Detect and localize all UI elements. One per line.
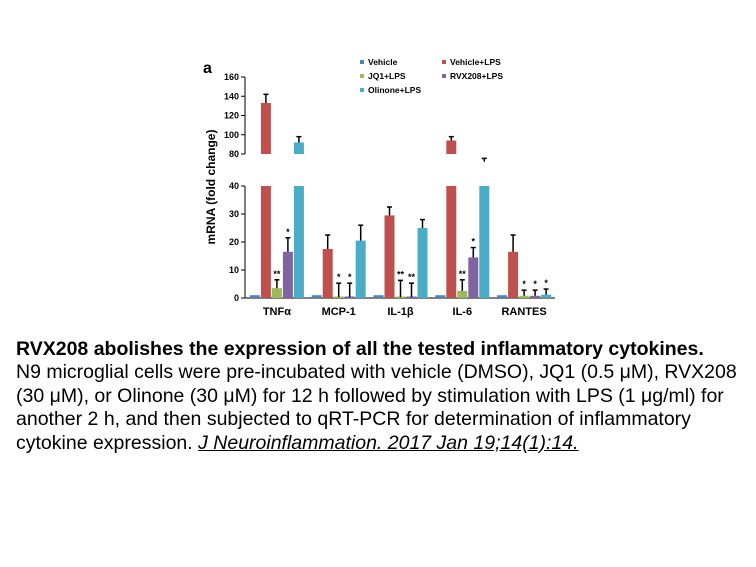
bar xyxy=(344,296,355,298)
bar xyxy=(249,295,260,298)
bar xyxy=(293,186,304,298)
caption-text: N9 microglial cells were pre-incubated w… xyxy=(16,361,737,454)
bar xyxy=(293,142,304,154)
legend-swatch xyxy=(360,88,364,92)
bar xyxy=(446,140,457,154)
caption-title: RVX208 abolishes the expression of all t… xyxy=(16,338,704,360)
y-upper-tick-label: 160 xyxy=(224,72,239,82)
bar xyxy=(282,251,293,298)
bar xyxy=(271,288,282,298)
y-lower-tick-label: 0 xyxy=(234,293,239,303)
significance-label: ** xyxy=(397,269,405,279)
y-lower-tick-label: 20 xyxy=(229,237,239,247)
bar xyxy=(479,186,490,298)
legend-label: Olinone+LPS xyxy=(368,85,421,95)
bar xyxy=(508,251,519,298)
bar xyxy=(260,186,271,298)
panel-label: a xyxy=(203,60,212,77)
bar xyxy=(417,228,428,298)
y-lower-tick-label: 10 xyxy=(229,265,239,275)
bar xyxy=(395,296,406,298)
figure-caption: RVX208 abolishes the expression of all t… xyxy=(16,338,744,455)
bar xyxy=(457,291,468,298)
bar xyxy=(530,295,541,298)
legend-swatch xyxy=(442,74,446,78)
bar-chart: a mRNA (fold change) 80 100 120 140 160 0 10 20… xyxy=(203,57,555,318)
caption-body: N9 microglial cells were pre-incubated w… xyxy=(16,361,744,455)
bar xyxy=(541,294,552,298)
chart-legend: Vehicle Vehicle+LPS JQ1+LPS RVX208+LPS Olino… xyxy=(360,57,503,95)
legend-label: JQ1+LPS xyxy=(368,71,406,81)
significance-label: * xyxy=(286,227,290,237)
legend-swatch xyxy=(442,60,446,64)
bar xyxy=(435,295,446,298)
x-tick-label: MCP-1 xyxy=(322,306,356,318)
bar xyxy=(446,186,457,298)
x-tick-label: IL-1β xyxy=(387,306,414,318)
significance-label: ** xyxy=(273,269,281,279)
bar xyxy=(519,295,530,298)
bar xyxy=(311,295,322,298)
legend-label: Vehicle xyxy=(368,57,398,67)
y-upper-tick-label: 140 xyxy=(224,91,239,101)
significance-label: * xyxy=(472,237,476,247)
bar xyxy=(260,102,271,154)
y-axis-label: mRNA (fold change) xyxy=(204,130,218,245)
bar xyxy=(373,295,384,298)
significance-label: ** xyxy=(408,272,416,282)
bar xyxy=(322,249,333,298)
y-lower-tick-label: 40 xyxy=(229,181,239,191)
bar xyxy=(406,296,417,298)
significance-label: * xyxy=(522,279,526,289)
y-lower-tick-label: 30 xyxy=(229,209,239,219)
significance-label: * xyxy=(544,278,548,288)
bar xyxy=(333,296,344,298)
bar xyxy=(355,240,366,298)
citation-link[interactable]: J Neuroinflammation. 2017 Jan 19;14(1):1… xyxy=(198,431,579,454)
y-upper-tick-label: 80 xyxy=(229,149,239,159)
bar xyxy=(497,295,508,298)
significance-label: * xyxy=(348,272,352,282)
bar xyxy=(384,215,395,298)
x-tick-label: RANTES xyxy=(501,306,546,318)
legend-label: Vehicle+LPS xyxy=(450,57,501,67)
significance-label: ** xyxy=(459,269,467,279)
y-upper-tick-label: 100 xyxy=(224,130,239,140)
legend-swatch xyxy=(360,60,364,64)
y-upper-tick-label: 120 xyxy=(224,111,239,121)
significance-label: * xyxy=(533,279,537,289)
legend-swatch xyxy=(360,74,364,78)
x-tick-label: TNFα xyxy=(263,306,291,318)
significance-label: * xyxy=(337,272,341,282)
bar xyxy=(468,257,479,298)
x-tick-label: IL-6 xyxy=(453,306,473,318)
legend-label: RVX208+LPS xyxy=(450,71,503,81)
